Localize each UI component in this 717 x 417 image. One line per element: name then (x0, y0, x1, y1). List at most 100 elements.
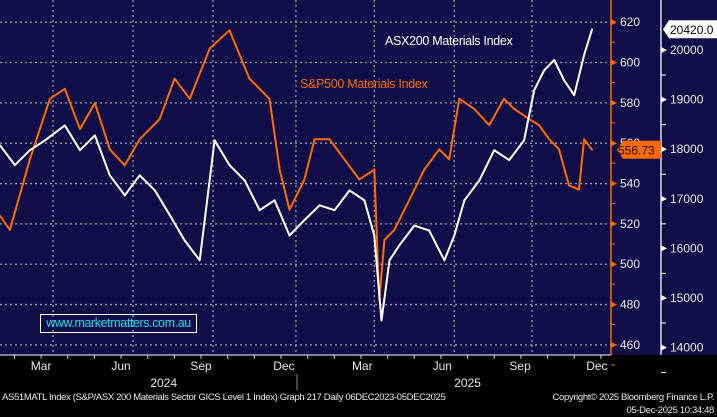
annotation-asx200: ASX200 Materials Index (385, 34, 513, 48)
data-point (108, 174, 111, 177)
last-value-tag (663, 20, 717, 39)
last-value-label: 556.73 (618, 143, 655, 157)
x-tick-label: Jun (111, 359, 130, 373)
data-point (473, 108, 476, 110)
data-point (313, 138, 316, 141)
data-point (533, 89, 536, 92)
data-point (303, 219, 306, 222)
data-point (443, 259, 446, 262)
data-point (94, 134, 96, 137)
data-point (383, 239, 386, 241)
data-point (44, 139, 46, 142)
data-point (408, 198, 411, 201)
left-axis-tick-label: 460 (620, 338, 640, 352)
last-value-tag (617, 140, 661, 159)
data-point (63, 124, 66, 127)
data-point (458, 97, 461, 100)
axis-tick-marker (661, 195, 667, 202)
data-point (48, 97, 51, 100)
data-point (188, 97, 191, 100)
data-point (303, 178, 306, 181)
right-axis-tick-label: 17000 (670, 192, 704, 206)
data-point (108, 148, 111, 151)
data-point (380, 319, 383, 322)
data-point (578, 188, 580, 191)
axis-tick-marker (611, 180, 617, 187)
right-axis-tick-label: 19000 (670, 93, 704, 107)
data-point (258, 209, 261, 212)
data-point (568, 184, 571, 187)
data-point (173, 77, 176, 80)
data-point (343, 158, 346, 161)
data-point (553, 59, 556, 61)
data-point (503, 97, 506, 100)
data-point (363, 199, 366, 202)
data-point (373, 168, 376, 171)
data-point (273, 199, 276, 202)
data-point (398, 244, 401, 247)
data-point (278, 168, 281, 171)
x-tick-label: Dec (586, 359, 607, 373)
data-point (393, 229, 396, 231)
data-point (123, 194, 126, 197)
axis-tick-marker (611, 99, 617, 106)
last-value-label: 20420.0 (670, 23, 714, 37)
right-axis-tick-label: 14000 (670, 341, 704, 355)
data-point (538, 124, 540, 126)
data-point (548, 138, 551, 141)
axis-tick-marker (611, 301, 617, 308)
data-point (508, 159, 511, 162)
data-point (94, 101, 96, 104)
data-point (243, 179, 246, 182)
watermark-link[interactable]: www.marketmatters.com.au (40, 314, 197, 333)
data-point (203, 219, 206, 222)
axis-tick-marker (611, 341, 617, 348)
data-point (438, 148, 441, 151)
data-point (0, 214, 1, 217)
data-point (28, 158, 31, 161)
data-point (288, 208, 291, 211)
left-axis-tick-label: 500 (620, 257, 640, 271)
data-point (583, 54, 585, 56)
x-tick-label: Sep (190, 359, 212, 373)
x-tick-label: Sep (509, 359, 531, 373)
x-tick-label: Dec (273, 359, 294, 373)
data-point (228, 29, 231, 32)
x-tick-label: Mar (31, 359, 52, 373)
data-point (423, 168, 426, 171)
data-point (373, 234, 376, 237)
data-point (478, 179, 481, 182)
data-point (158, 118, 161, 120)
axis-tick-marker (661, 245, 667, 252)
data-point (208, 47, 211, 50)
data-point (138, 138, 141, 141)
left-axis-tick-label: 520 (620, 217, 640, 231)
data-point (348, 189, 351, 192)
data-point (168, 214, 171, 217)
axis-tick-marker (611, 140, 617, 147)
data-point (573, 94, 576, 97)
data-point (63, 87, 66, 90)
data-point (228, 164, 231, 167)
data-point (153, 189, 156, 192)
data-point (448, 158, 451, 161)
axis-tick-marker (661, 344, 667, 351)
data-point (288, 234, 291, 237)
data-point (558, 148, 560, 151)
data-point (563, 79, 565, 82)
right-axis-tick-label: 20000 (670, 43, 704, 57)
axis-tick-marker (611, 220, 617, 227)
left-axis-tick-label: 600 (620, 56, 640, 70)
data-point (358, 178, 361, 181)
axis-tick-marker (611, 19, 617, 26)
left-axis-tick-label: 580 (620, 96, 640, 110)
right-axis-tick-label: 15000 (670, 291, 704, 305)
data-point (523, 139, 525, 142)
data-point (138, 174, 141, 177)
data-point (8, 229, 11, 231)
data-point (543, 69, 545, 72)
data-point (28, 149, 31, 152)
data-point (0, 144, 1, 147)
left-axis-tick-label: 540 (620, 177, 640, 191)
data-point (583, 138, 585, 141)
